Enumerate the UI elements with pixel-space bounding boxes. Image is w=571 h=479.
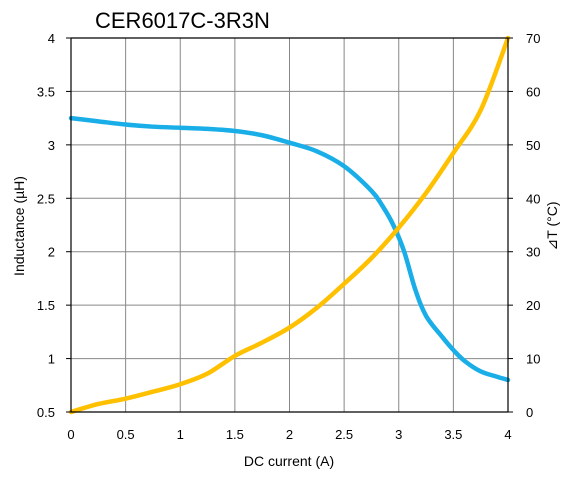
- y2-tick-label: 40: [526, 191, 540, 206]
- y-tick-label: 3.5: [37, 84, 55, 99]
- x-axis-title: DC current (A): [244, 453, 334, 469]
- x-tick-label: 0: [67, 427, 74, 442]
- y-tick-label: 1.5: [37, 298, 55, 313]
- y-tick-label: 2.5: [37, 191, 55, 206]
- series-group: [68, 35, 511, 415]
- grid: [70, 37, 509, 413]
- y2-tick-label: 10: [526, 352, 540, 367]
- y2-tick-label: 30: [526, 245, 540, 260]
- y-tick-label: 3: [48, 138, 55, 153]
- x-tick-label: 3: [395, 427, 402, 442]
- x-tick-label: 4: [504, 427, 511, 442]
- y-tick-label: 2: [48, 245, 55, 260]
- axes: 0 0.5 1 1.5 2 2.5 3 3.5 40.511.522.533.540102030…: [37, 31, 541, 442]
- x-tick-label: 0.5: [117, 427, 135, 442]
- y2-tick-label: 20: [526, 298, 540, 313]
- y-tick-label: 4: [48, 31, 55, 46]
- x-tick-label: 3.5: [444, 427, 462, 442]
- x-tick-label: 2: [286, 427, 293, 442]
- y-axis-title: Inductance (µH): [11, 176, 27, 276]
- y-tick-label: 0.5: [37, 405, 55, 420]
- y2-tick-label: 70: [526, 31, 540, 46]
- y2-tick-label: 0: [526, 405, 533, 420]
- x-tick-label: 1: [177, 427, 184, 442]
- x-tick-label: 2.5: [335, 427, 353, 442]
- temperature-rise-line: [68, 35, 511, 415]
- y2-axis-title: ⊿T (°C): [544, 202, 560, 251]
- chart-title: CER6017C-3R3N: [95, 8, 270, 33]
- y2-tick-label: 50: [526, 138, 540, 153]
- y2-tick-label: 60: [526, 84, 540, 99]
- x-tick-label: 1.5: [226, 427, 244, 442]
- y-tick-label: 1: [48, 352, 55, 367]
- inductance-line: [68, 115, 511, 383]
